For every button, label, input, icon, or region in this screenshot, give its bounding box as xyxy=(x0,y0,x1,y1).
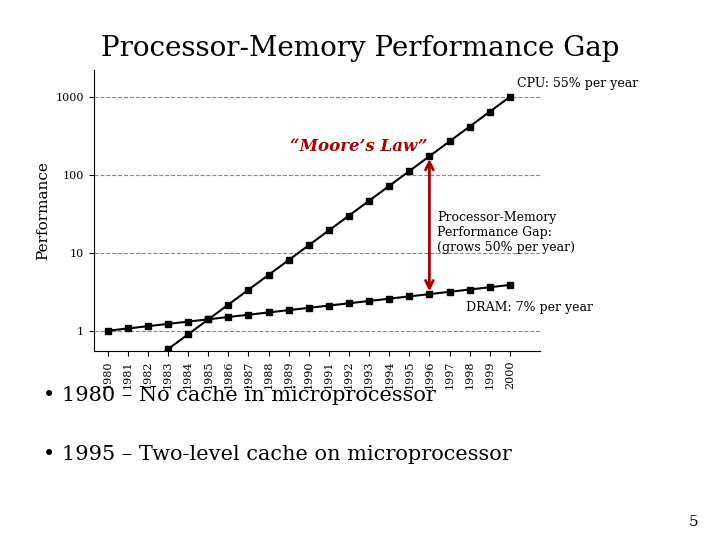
Y-axis label: Performance: Performance xyxy=(36,161,50,260)
Text: • 1995 – Two-level cache on microprocessor: • 1995 – Two-level cache on microprocess… xyxy=(43,446,512,464)
Text: Processor-Memory
Performance Gap:
(grows 50% per year): Processor-Memory Performance Gap: (grows… xyxy=(438,211,575,254)
Text: • 1980 – No cache in microprocessor: • 1980 – No cache in microprocessor xyxy=(43,386,436,405)
Text: Processor-Memory Performance Gap: Processor-Memory Performance Gap xyxy=(101,35,619,62)
Text: 5: 5 xyxy=(689,515,698,529)
Text: DRAM: 7% per year: DRAM: 7% per year xyxy=(466,301,593,314)
Text: CPU: 55% per year: CPU: 55% per year xyxy=(517,77,638,90)
Text: “Moore’s Law”: “Moore’s Law” xyxy=(290,138,428,155)
